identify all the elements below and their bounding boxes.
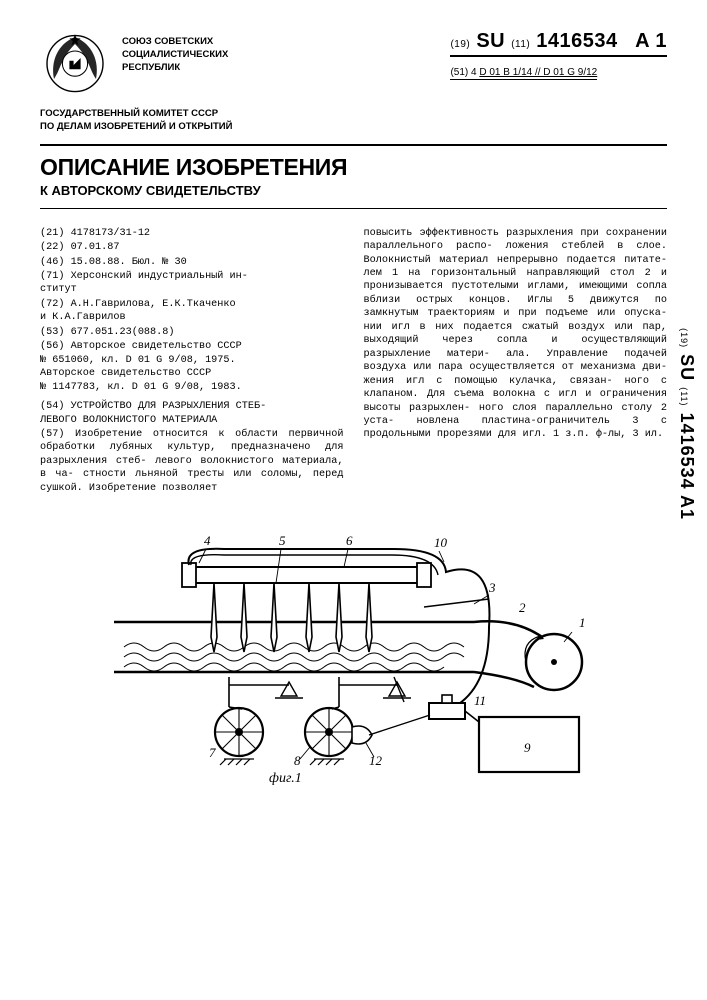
union-label: СОЮЗ СОВЕТСКИХ СОЦИАЛИСТИЧЕСКИХ РЕСПУБЛИ… [122,30,228,74]
field-46: (46) 15.08.88. Бюл. № 30 [40,256,344,269]
figure-1: 1 2 3 4 5 6 10 7 8 12 11 9 фиг.1 [40,507,667,792]
fig-label-12: 12 [369,753,383,768]
ipc-codes: D 01 B 1/14 // D 01 G 9/12 [479,67,597,78]
ussr-emblem [40,30,110,100]
doc-kind: A 1 [635,30,667,52]
field-22: (22) 07.01.87 [40,241,344,254]
fig-label-5: 5 [279,533,286,548]
fig-label-7: 7 [209,745,216,760]
committee-label: ГОСУДАРСТВЕННЫЙ КОМИТЕТ СССР ПО ДЕЛАМ ИЗ… [40,108,667,146]
fig-label-9: 9 [524,740,531,755]
fig-label-10: 10 [434,535,448,550]
side-doc-label: (19) SU (11) 1416534 A1 [676,328,697,520]
doc-number-block: (19) SU (11) 1416534 A 1 (51) 4 D 01 B 1… [450,30,667,80]
figure-caption: фиг.1 [269,771,302,786]
doc-country: SU [476,30,505,52]
field-21: (21) 4178173/31-12 [40,227,344,240]
fig-label-3: 3 [488,580,496,595]
fig-label-6: 6 [346,533,353,548]
fig-label-2: 2 [519,600,526,615]
title-main: ОПИСАНИЕ ИЗОБРЕТЕНИЯ [40,154,667,181]
field-72: (72) А.Н.Гаврилова, Е.К.Ткаченко и К.А.Г… [40,298,344,325]
fig-label-8: 8 [294,753,301,768]
header-row: СОЮЗ СОВЕТСКИХ СОЦИАЛИСТИЧЕСКИХ РЕСПУБЛИ… [40,30,667,100]
field-56: (56) Авторское свидетельство СССР № 6510… [40,340,344,394]
prefix-19: (19) [450,39,470,50]
abstract-col1: (57) Изобретение относится к области пер… [40,428,344,495]
prefix-11: (11) [511,39,530,50]
abstract-col2: повысить эффективность разрыхления при с… [364,227,668,442]
title-sub: К АВТОРСКОМУ СВИДЕТЕЛЬСТВУ [40,183,667,209]
fig-label-4: 4 [204,533,211,548]
field-54: (54) УСТРОЙСТВО ДЛЯ РАЗРЫХЛЕНИЯ СТЕБ- ЛЕ… [40,400,344,427]
ipc-prefix: (51) 4 [450,67,476,78]
field-53: (53) 677.051.23(088.8) [40,326,344,339]
doc-number: 1416534 [536,30,617,52]
fig-label-11: 11 [474,693,486,708]
field-71: (71) Херсонский индустриальный ин- ститу… [40,270,344,297]
biblio-block: (21) 4178173/31-12 (22) 07.01.87 (46) 15… [40,227,344,394]
body-columns: (21) 4178173/31-12 (22) 07.01.87 (46) 15… [40,227,667,496]
fig-label-1: 1 [579,615,586,630]
